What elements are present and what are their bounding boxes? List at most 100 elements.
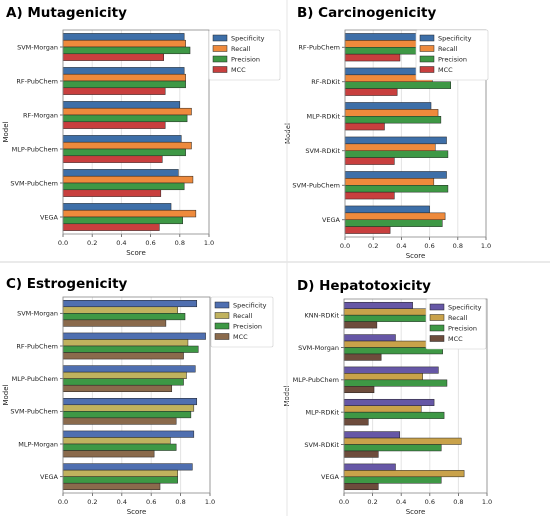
- bar-recall: [62, 306, 178, 314]
- bar-specificity: [62, 463, 193, 471]
- legend-swatch: [212, 55, 228, 63]
- x-axis-label: Score: [406, 252, 426, 260]
- legend-label: Precision: [448, 325, 477, 333]
- legend-swatch: [212, 34, 228, 42]
- x-axis-label: Score: [126, 249, 146, 257]
- bar-specificity: [343, 431, 401, 439]
- bar-mcc: [62, 189, 162, 197]
- bar-specificity: [343, 398, 435, 406]
- x-tick-label: 0.4: [396, 242, 406, 250]
- bar-mcc: [62, 319, 167, 327]
- bar-mcc: [62, 482, 161, 490]
- bar-precision: [344, 185, 449, 193]
- chart-panel-1: A) Mutagenicity 0.0 0.2 0.4 0.6 0.8 1.0 SVM-Mor…: [2, 5, 281, 257]
- legend-label: Precision: [231, 56, 260, 64]
- legend-label: Specificity: [438, 35, 472, 43]
- y-tick-label: SVM-Morgan: [17, 310, 58, 318]
- bar-precision: [62, 443, 177, 451]
- bar-recall: [62, 73, 186, 82]
- bar-mcc: [344, 53, 401, 62]
- bar-precision: [62, 46, 191, 55]
- bar-recall: [62, 404, 195, 412]
- legend-swatch: [429, 303, 445, 311]
- x-tick-label: 0.0: [339, 498, 349, 506]
- chart-panel-2: B) Carcinogenicity 0.0 0.2 0.4 0.6 0.8 1.0 RF-P…: [284, 5, 491, 260]
- legend-swatch: [214, 333, 230, 340]
- bar-precision: [343, 411, 445, 419]
- y-tick-label: MLP-RDKit: [307, 113, 341, 121]
- bar-mcc: [344, 226, 391, 234]
- bar-precision: [343, 476, 442, 484]
- bar-precision: [344, 150, 449, 158]
- bar-mcc: [344, 122, 385, 131]
- bar-precision: [62, 216, 183, 225]
- bar-mcc: [62, 53, 164, 61]
- x-tick-label: 0.6: [425, 498, 435, 506]
- x-tick-label: 0.0: [340, 242, 350, 250]
- bar-mcc: [343, 386, 375, 394]
- legend-swatch: [419, 34, 435, 42]
- x-axis-label: Score: [406, 508, 426, 516]
- bar-specificity: [62, 67, 185, 75]
- plot-area: [63, 30, 209, 234]
- bar-mcc: [343, 450, 379, 458]
- bar-recall: [62, 175, 194, 184]
- legend-label: MCC: [448, 335, 463, 343]
- bar-precision: [344, 81, 451, 89]
- bar-mcc: [343, 321, 378, 329]
- y-tick-label: KNN-RDKit: [305, 311, 340, 319]
- bar-precision: [62, 182, 185, 191]
- y-tick-label: SVM-RDKit: [305, 147, 340, 155]
- chart-panel-4: D) Hepatotoxicity 0.0 0.2 0.4 0.6 0.8 1.0 KNN-R…: [283, 278, 492, 516]
- bar-specificity: [343, 463, 396, 471]
- bar-specificity: [344, 205, 430, 214]
- x-tick-label: 0.0: [58, 239, 68, 247]
- x-tick-label: 0.4: [117, 498, 127, 506]
- legend-swatch: [419, 66, 435, 73]
- y-tick-label: MLP-PubChem: [12, 375, 58, 383]
- chart-title: A) Mutagenicity: [6, 5, 127, 21]
- bar-recall: [62, 339, 189, 347]
- x-tick-label: 1.0: [204, 239, 214, 247]
- bar-mcc: [62, 417, 177, 425]
- bar-mcc: [343, 353, 382, 361]
- y-tick-label: RF-PubChem: [16, 342, 58, 350]
- bar-mcc: [62, 223, 160, 231]
- plot-frame: [343, 298, 488, 494]
- bar-specificity: [62, 169, 179, 177]
- y-tick-label: RF-Morgan: [23, 111, 58, 119]
- legend: Specificity Recall Precision MCC: [415, 29, 489, 81]
- legend-label: Recall: [231, 45, 251, 53]
- x-tick-label: 0.4: [116, 239, 126, 247]
- legend: Specificity Recall Precision MCC: [208, 29, 281, 81]
- bar-specificity: [344, 136, 447, 145]
- plot-frame: [62, 29, 210, 235]
- chart-panel-3: C) Estrogenicity 0.0 0.2 0.4 0.6 0.8 1.0 SVM-Mo…: [2, 276, 274, 516]
- legend-label: Precision: [438, 56, 467, 64]
- y-tick-label: VEGA: [322, 216, 341, 224]
- bar-recall: [343, 373, 423, 381]
- chart-title: D) Hepatotoxicity: [297, 278, 431, 294]
- bar-mcc: [62, 121, 166, 129]
- y-tick-label: MLP-PubChem: [293, 376, 339, 384]
- y-tick-label: MLP-Morgan: [18, 440, 58, 448]
- legend-swatch: [214, 301, 230, 309]
- plot-frame: [344, 29, 487, 238]
- x-tick-label: 0.8: [453, 242, 463, 250]
- bar-mcc: [344, 88, 398, 96]
- y-tick-label: SVM-PubChem: [10, 408, 58, 416]
- bar-precision: [62, 114, 188, 123]
- bar-specificity: [343, 334, 396, 342]
- y-axis-label: Model: [284, 123, 292, 144]
- x-tick-label: 0.6: [424, 242, 434, 250]
- bar-specificity: [62, 300, 198, 308]
- bar-specificity: [343, 301, 413, 309]
- x-axis-label: Score: [127, 508, 147, 516]
- bar-recall: [344, 212, 446, 221]
- bar-recall: [62, 39, 186, 48]
- bar-specificity: [62, 135, 182, 143]
- bar-recall: [62, 107, 192, 116]
- bar-mcc: [62, 352, 184, 360]
- bar-recall: [62, 469, 178, 477]
